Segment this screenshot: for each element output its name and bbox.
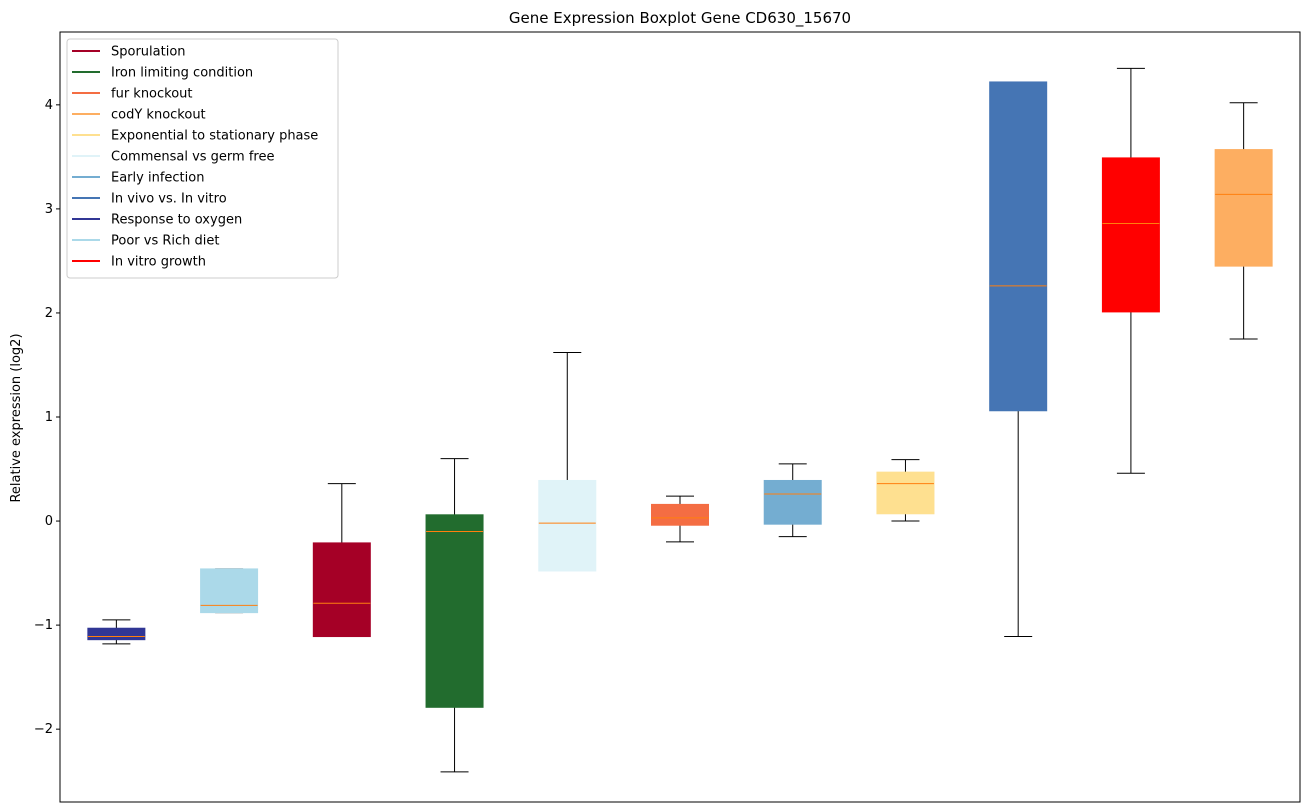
y-tick-label: −2 bbox=[34, 722, 53, 737]
box-6 bbox=[651, 495, 709, 543]
box-body bbox=[1214, 149, 1273, 267]
box-9 bbox=[989, 81, 1048, 638]
box-body bbox=[989, 81, 1048, 412]
legend: Sporulation Iron limiting condition fur kn… bbox=[66, 38, 339, 279]
legend-label: codY knockout bbox=[111, 108, 206, 123]
box-8 bbox=[876, 459, 935, 522]
box-3 bbox=[312, 483, 371, 638]
legend-label: Early infection bbox=[111, 171, 204, 186]
legend-label: In vitro growth bbox=[111, 255, 206, 270]
legend-label: Response to oxygen bbox=[111, 213, 242, 228]
legend-label: Poor vs Rich diet bbox=[111, 234, 219, 249]
y-axis: −2 −1 0 1 2 3 4 bbox=[34, 98, 60, 737]
y-axis-label: Relative expression (log2) bbox=[9, 333, 24, 502]
y-tick-label: −1 bbox=[34, 618, 53, 633]
box-body bbox=[312, 542, 371, 638]
box-body bbox=[425, 514, 484, 708]
box-body bbox=[538, 479, 597, 572]
legend-label: Sporulation bbox=[111, 45, 186, 60]
legend-label: fur knockout bbox=[111, 87, 193, 102]
legend-frame bbox=[66, 38, 339, 279]
box-10 bbox=[1101, 67, 1160, 474]
box-body bbox=[651, 503, 709, 526]
box-2 bbox=[200, 568, 259, 614]
box-body bbox=[87, 627, 146, 641]
box-1 bbox=[87, 619, 146, 645]
y-tick-label: 1 bbox=[45, 410, 53, 425]
legend-label: Iron limiting condition bbox=[111, 66, 253, 81]
legend-label: Exponential to stationary phase bbox=[111, 129, 318, 144]
box-5 bbox=[538, 351, 597, 572]
box-11 bbox=[1214, 102, 1273, 340]
box-7 bbox=[763, 463, 822, 538]
legend-label: Commensal vs germ free bbox=[111, 150, 274, 165]
box-body bbox=[1101, 157, 1160, 313]
box-body bbox=[200, 568, 259, 614]
y-tick-label: 3 bbox=[45, 202, 53, 217]
y-tick-label: 0 bbox=[45, 514, 53, 529]
boxes-layer bbox=[87, 67, 1273, 773]
box-body bbox=[876, 471, 935, 515]
legend-label: In vivo vs. In vitro bbox=[111, 192, 227, 207]
box-4 bbox=[425, 458, 484, 773]
chart-title: Gene Expression Boxplot Gene CD630_15670 bbox=[509, 9, 851, 28]
box-body bbox=[763, 479, 822, 525]
y-tick-label: 2 bbox=[45, 306, 53, 321]
y-tick-label: 4 bbox=[45, 98, 53, 113]
